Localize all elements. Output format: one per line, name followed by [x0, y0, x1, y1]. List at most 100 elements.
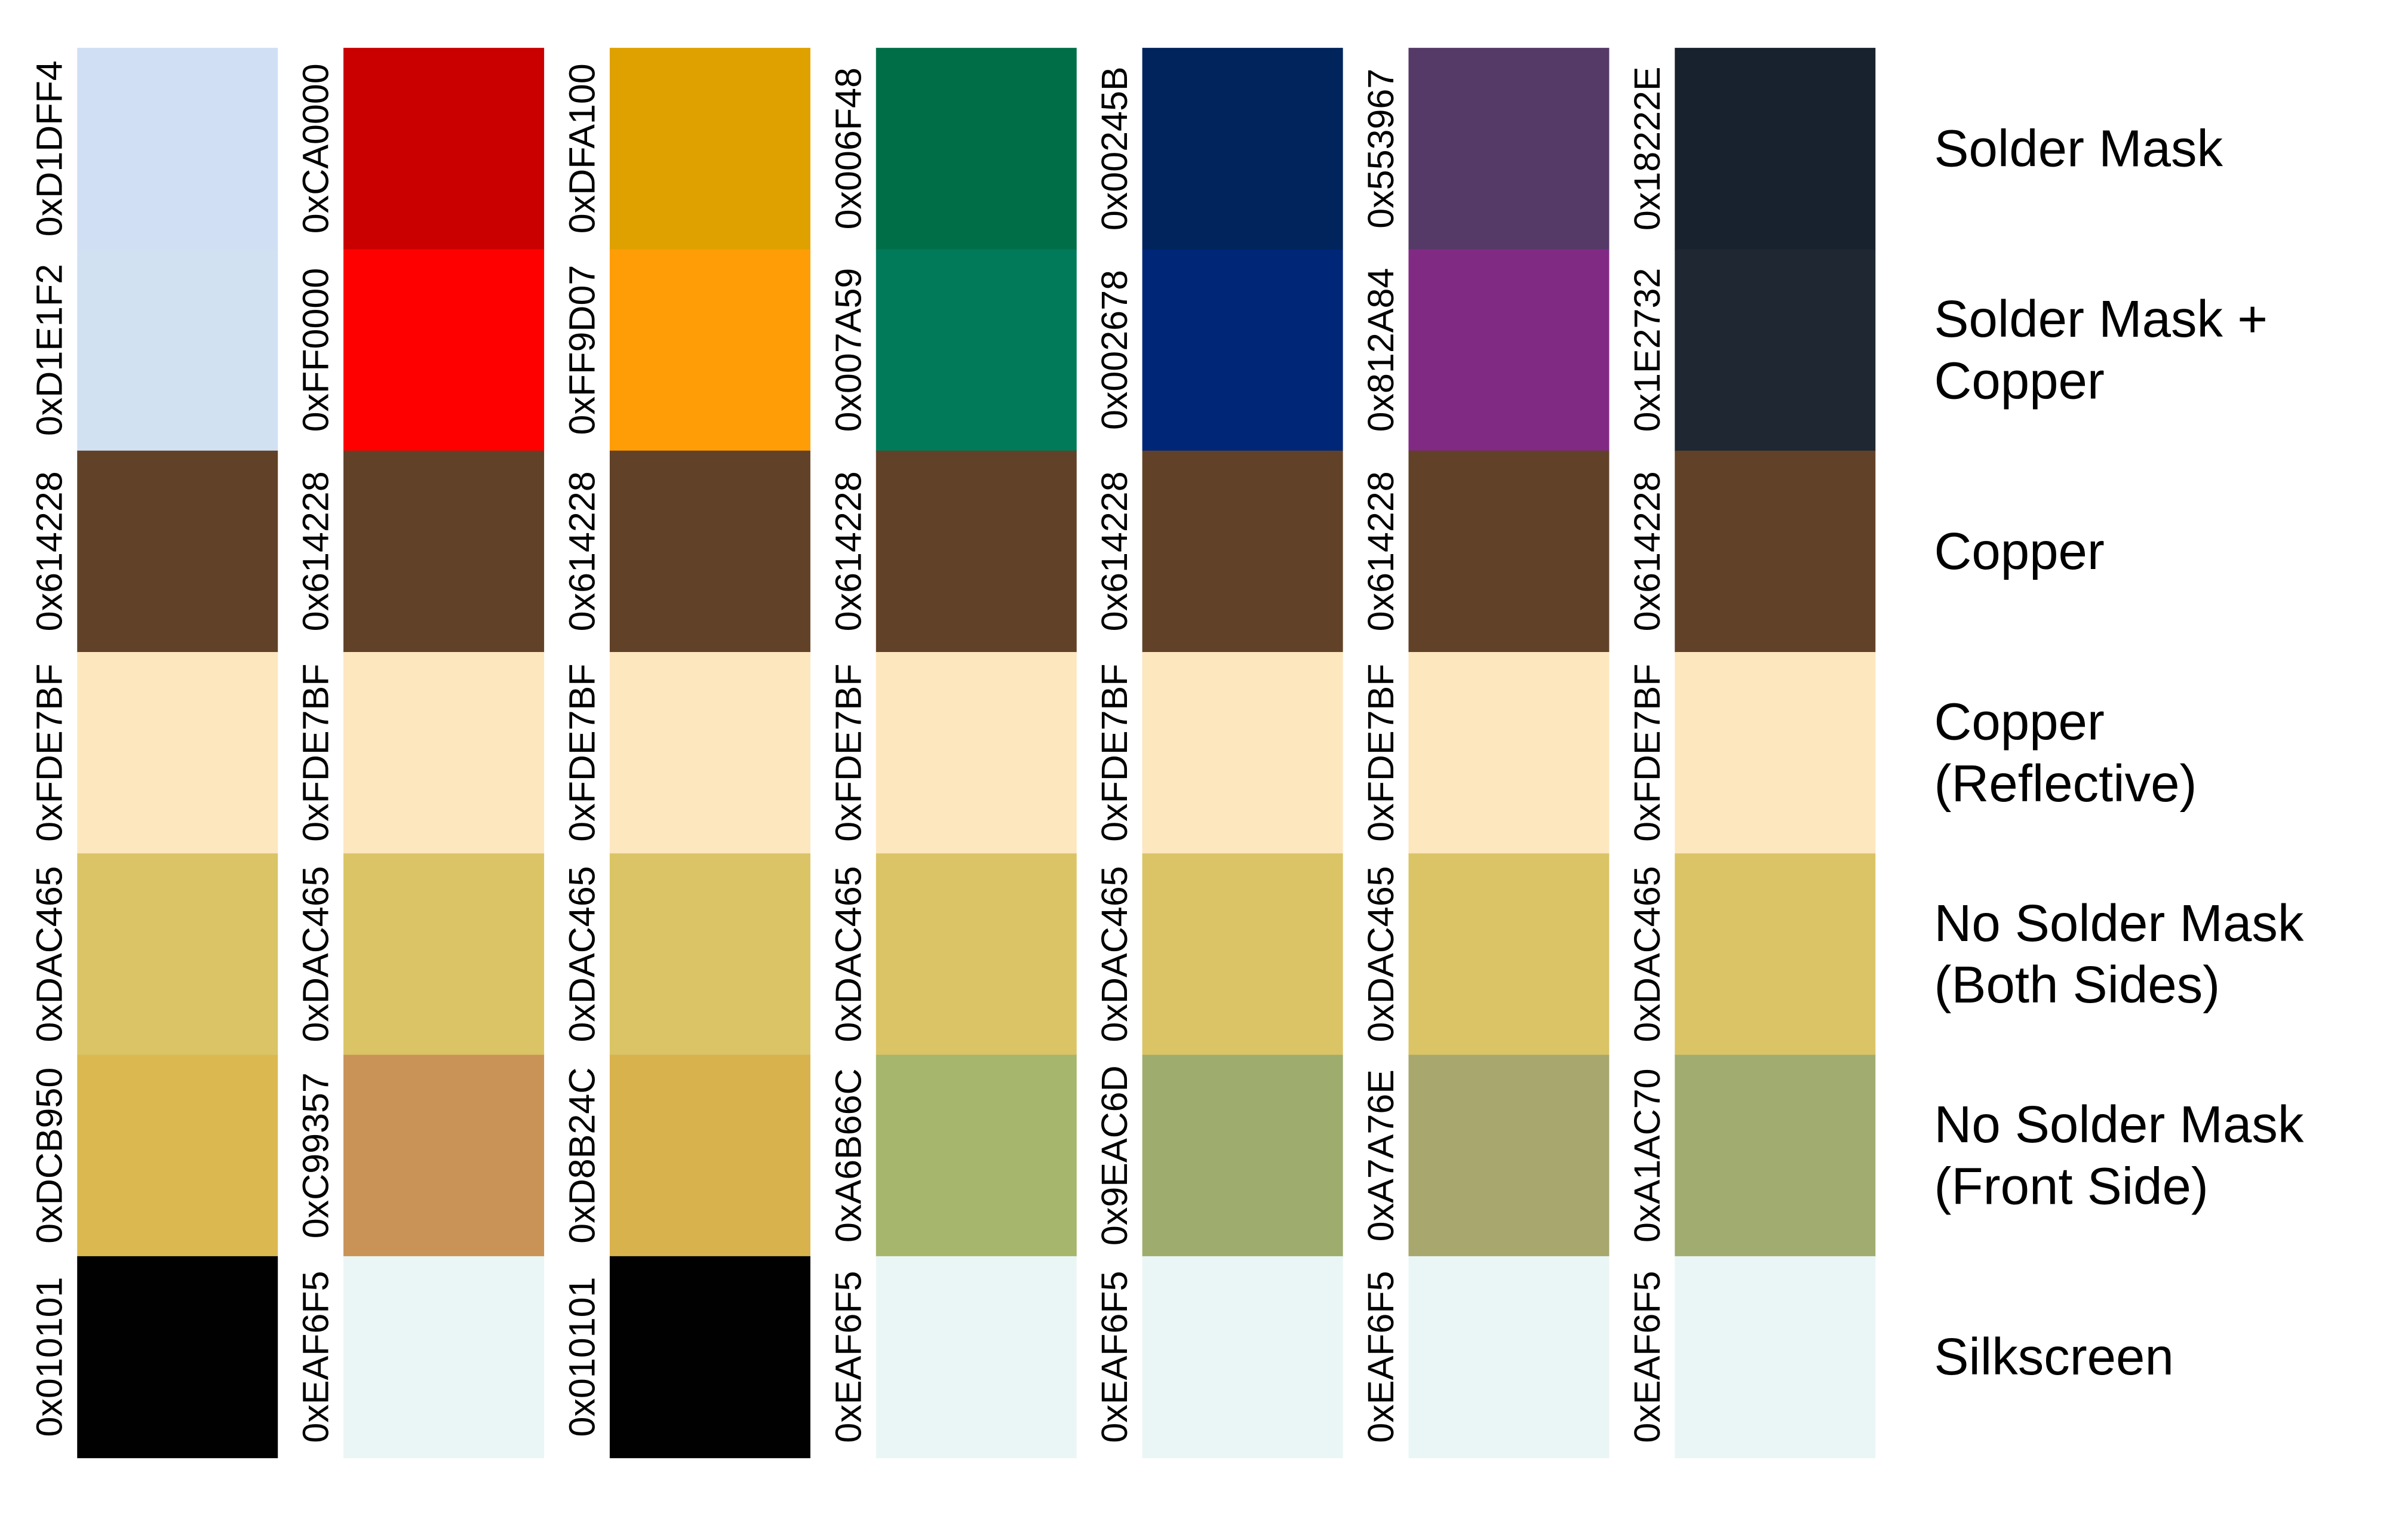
row-label-line: No Solder Mask	[1934, 1096, 2304, 1154]
row-label-line: No Solder Mask	[1934, 894, 2304, 952]
color-swatch	[609, 1054, 810, 1257]
color-swatch	[1675, 249, 1876, 451]
swatch-hex-label: 0xFDE7BF	[828, 663, 868, 841]
color-swatch	[1142, 249, 1343, 451]
row-label-line: Copper	[1934, 352, 2105, 410]
swatch-hex-label: 0xFF9D07	[561, 265, 602, 435]
color-swatch	[1675, 652, 1876, 854]
swatch-hex-label: 0x614228	[828, 471, 868, 631]
color-swatch	[1408, 1256, 1610, 1459]
color-swatch	[343, 450, 545, 653]
color-swatch	[609, 652, 810, 854]
swatch-hex-label: 0xD1E1F2	[29, 264, 70, 436]
color-swatch	[876, 1054, 1077, 1257]
swatch-hex-label: 0x614228	[561, 471, 602, 631]
color-swatch	[77, 48, 278, 250]
color-swatch	[1675, 48, 1876, 250]
color-swatch	[1142, 1256, 1343, 1459]
row-label: Copper	[1934, 522, 2105, 580]
color-swatch	[609, 1256, 810, 1459]
swatch-hex-label: 0x18222E	[1627, 66, 1667, 230]
color-swatch	[876, 249, 1077, 451]
color-swatch	[77, 450, 278, 653]
color-swatch	[343, 1054, 545, 1257]
swatch-hex-label: 0xEAF6F5	[296, 1271, 336, 1443]
swatch-hex-label: 0x002678	[1094, 270, 1135, 430]
row-label-line: Copper	[1934, 693, 2105, 751]
color-swatch	[609, 249, 810, 451]
color-swatch	[343, 1256, 545, 1459]
color-swatch	[1675, 853, 1876, 1056]
swatch-hex-label: 0xD8B24C	[561, 1068, 602, 1244]
color-swatch	[1142, 48, 1343, 250]
row-label-line: Copper	[1934, 522, 2105, 580]
swatch-hex-label: 0xDAC465	[29, 866, 70, 1042]
color-swatch	[77, 1256, 278, 1459]
swatch-hex-label: 0xFDE7BF	[561, 663, 602, 841]
row-label-line: Silkscreen	[1934, 1328, 2174, 1386]
swatch-grid: 0xD1DFF4 0xD1E1F2 0x614228 0xFDE7BF 0xDAC465…	[29, 48, 1876, 1459]
swatch-hex-label: 0xFF0000	[296, 268, 336, 432]
swatch-hex-label: 0xEAF6F5	[828, 1271, 868, 1443]
swatch-hex-label: 0xD1DFF4	[29, 60, 70, 236]
color-swatch	[876, 652, 1077, 854]
swatch-hex-label: 0xFDE7BF	[1360, 663, 1401, 841]
swatch-hex-label: 0xFDE7BF	[29, 663, 70, 841]
row-label: No Solder Mask (Both Sides)	[1934, 894, 2304, 1014]
color-swatch	[1408, 853, 1610, 1056]
swatch-hex-label: 0xFDE7BF	[296, 663, 336, 841]
swatch-hex-label: 0xEAF6F5	[1094, 1271, 1135, 1443]
color-swatch	[77, 1054, 278, 1257]
row-label: Copper (Reflective)	[1934, 693, 2197, 812]
swatch-hex-label: 0xEAF6F5	[1627, 1271, 1667, 1443]
color-swatch	[343, 652, 545, 854]
row-label-line: (Reflective)	[1934, 755, 2197, 813]
swatch-hex-label: 0xDCB950	[29, 1068, 70, 1244]
swatch-hex-label: 0x614228	[1094, 471, 1135, 631]
swatch-hex-label: 0x010101	[29, 1277, 70, 1437]
swatch-hex-label: 0xFDE7BF	[1094, 663, 1135, 841]
color-swatch	[1408, 48, 1610, 250]
color-swatch	[343, 249, 545, 451]
row-label-line: Solder Mask +	[1934, 290, 2268, 348]
color-swatch	[1675, 450, 1876, 653]
swatch-hex-label: 0x614228	[1360, 471, 1401, 631]
swatch-hex-label: 0x9EAC6D	[1094, 1065, 1135, 1246]
swatch-hex-label: 0x614228	[1627, 471, 1667, 631]
color-swatch	[876, 853, 1077, 1056]
color-swatch	[77, 249, 278, 451]
color-swatch	[1142, 450, 1343, 653]
swatch-hex-label: 0xDAC465	[1627, 866, 1667, 1042]
swatch-hex-label: 0xFDE7BF	[1627, 663, 1667, 841]
color-swatch	[1675, 1054, 1876, 1257]
color-swatch	[609, 853, 810, 1056]
row-label: Solder Mask	[1934, 119, 2223, 177]
row-label-line: Solder Mask	[1934, 119, 2223, 177]
color-swatch	[1408, 1054, 1610, 1257]
color-swatch	[1142, 652, 1343, 854]
swatch-hex-label: 0xDAC465	[828, 866, 868, 1042]
swatch-hex-label: 0xDAC465	[296, 866, 336, 1042]
swatch-hex-label: 0x010101	[561, 1277, 602, 1437]
color-swatch	[77, 853, 278, 1056]
color-swatch	[1142, 1054, 1343, 1257]
row-label-line: (Both Sides)	[1934, 956, 2220, 1014]
swatch-hex-label: 0xC99357	[296, 1072, 336, 1238]
color-swatch	[609, 48, 810, 250]
color-swatch	[1408, 652, 1610, 854]
color-swatch	[876, 450, 1077, 653]
color-swatch	[343, 853, 545, 1056]
swatch-hex-label: 0xDAC465	[1094, 866, 1135, 1042]
swatch-hex-label: 0x812A84	[1360, 268, 1401, 432]
swatch-hex-label: 0xA7A76E	[1360, 1069, 1401, 1241]
swatch-hex-label: 0x1E2732	[1627, 268, 1667, 432]
swatch-hex-label: 0x006F48	[828, 67, 868, 229]
color-swatch	[1142, 853, 1343, 1056]
swatch-hex-label: 0x00245B	[1094, 66, 1135, 230]
color-swatch	[343, 48, 545, 250]
swatch-hex-label: 0x614228	[296, 471, 336, 631]
color-swatch	[609, 450, 810, 653]
swatch-hex-label: 0xCA0000	[296, 63, 336, 233]
row-label: No Solder Mask (Front Side)	[1934, 1096, 2304, 1215]
